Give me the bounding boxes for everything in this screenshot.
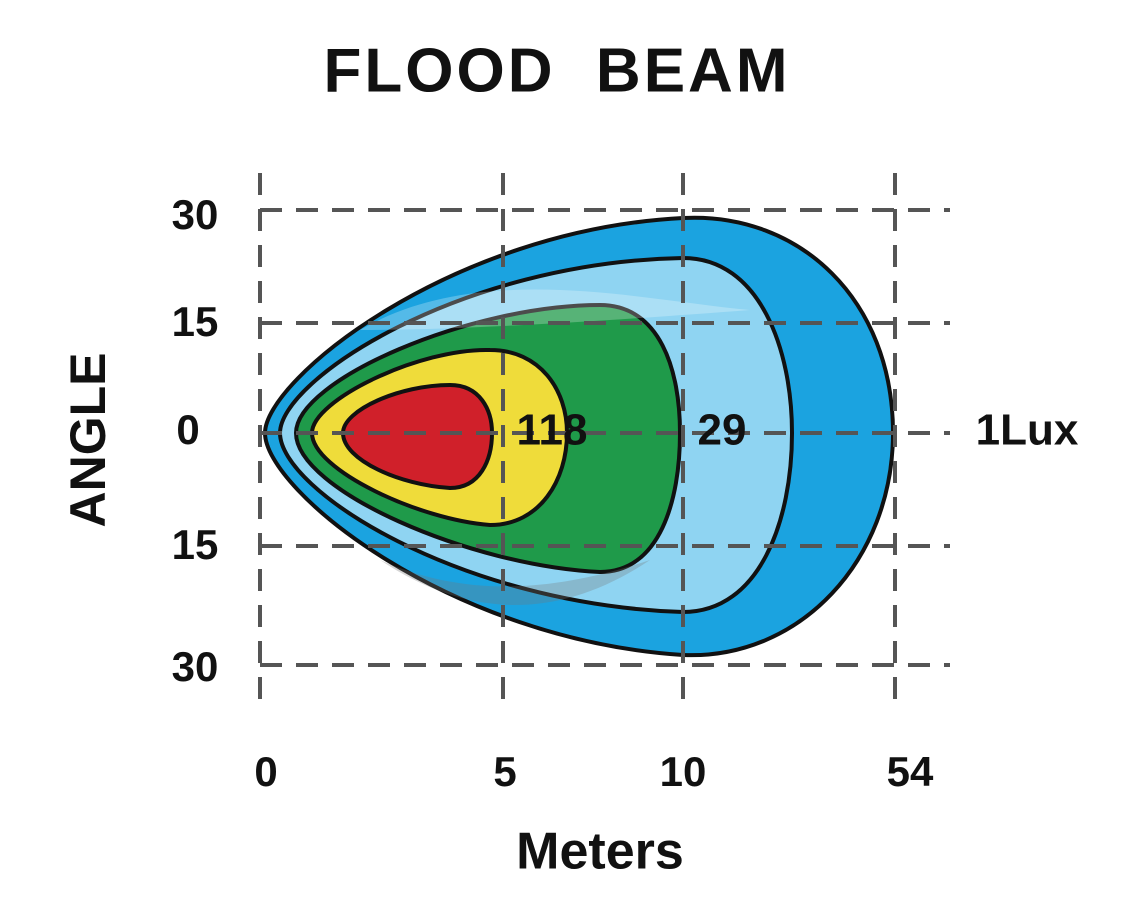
y-label: 30: [172, 191, 219, 238]
y-label: 30: [172, 643, 219, 690]
x-label: 10: [660, 748, 707, 795]
title: FLOOD BEAM: [324, 36, 791, 105]
contour-label: 1Lux: [976, 406, 1079, 455]
y-label: 15: [172, 298, 219, 345]
contour-label: 29: [698, 406, 747, 455]
grid: [258, 173, 950, 700]
y-label: 0: [176, 406, 199, 453]
y-label: 15: [172, 521, 219, 568]
highlight: [360, 289, 750, 330]
x-label: 5: [493, 748, 516, 795]
x-label: 0: [254, 748, 277, 795]
shadow: [380, 560, 650, 605]
x-label: 54: [887, 748, 934, 795]
contour-label: 118: [517, 406, 588, 455]
y-axis-title: ANGLE: [60, 353, 116, 528]
x-axis-title: Meters: [516, 823, 684, 881]
